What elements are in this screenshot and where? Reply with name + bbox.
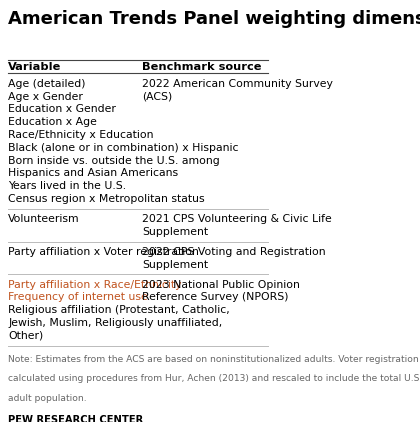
Text: Volunteerism: Volunteerism [8, 214, 80, 224]
Text: 2023 National Public Opinion: 2023 National Public Opinion [142, 279, 300, 289]
Text: Religious affiliation (Protestant, Catholic,: Religious affiliation (Protestant, Catho… [8, 305, 230, 315]
Text: American Trends Panel weighting dimensions: American Trends Panel weighting dimensio… [8, 10, 420, 28]
Text: Supplement: Supplement [142, 227, 208, 237]
Text: Race/Ethnicity x Education: Race/Ethnicity x Education [8, 130, 154, 140]
Text: Education x Gender: Education x Gender [8, 104, 116, 114]
Text: 2021 CPS Volunteering & Civic Life: 2021 CPS Volunteering & Civic Life [142, 214, 332, 224]
Text: Reference Survey (NPORS): Reference Survey (NPORS) [142, 292, 289, 302]
Text: Party affiliation x Voter registration: Party affiliation x Voter registration [8, 247, 199, 257]
Text: Born inside vs. outside the U.S. among: Born inside vs. outside the U.S. among [8, 156, 220, 165]
Text: Variable: Variable [8, 62, 62, 72]
Text: (ACS): (ACS) [142, 92, 173, 102]
Text: Age (detailed): Age (detailed) [8, 79, 86, 89]
Text: adult population.: adult population. [8, 394, 87, 403]
Text: Supplement: Supplement [142, 260, 208, 270]
Text: calculated using procedures from Hur, Achen (2013) and rescaled to include the t: calculated using procedures from Hur, Ac… [8, 374, 420, 384]
Text: Note: Estimates from the ACS are based on noninstitutionalized adults. Voter reg: Note: Estimates from the ACS are based o… [8, 355, 420, 364]
Text: Benchmark source: Benchmark source [142, 62, 262, 72]
Text: 2022 American Community Survey: 2022 American Community Survey [142, 79, 333, 89]
Text: Census region x Metropolitan status: Census region x Metropolitan status [8, 194, 205, 204]
Text: Black (alone or in combination) x Hispanic: Black (alone or in combination) x Hispan… [8, 143, 239, 153]
Text: Years lived in the U.S.: Years lived in the U.S. [8, 181, 126, 191]
Text: Jewish, Muslim, Religiously unaffiliated,: Jewish, Muslim, Religiously unaffiliated… [8, 318, 223, 328]
Text: Frequency of internet use: Frequency of internet use [8, 292, 148, 302]
Text: 2022 CPS Voting and Registration: 2022 CPS Voting and Registration [142, 247, 326, 257]
Text: Hispanics and Asian Americans: Hispanics and Asian Americans [8, 168, 178, 179]
Text: Age x Gender: Age x Gender [8, 92, 83, 102]
Text: Other): Other) [8, 331, 44, 341]
Text: PEW RESEARCH CENTER: PEW RESEARCH CENTER [8, 415, 144, 422]
Text: Party affiliation x Race/Ethnicity: Party affiliation x Race/Ethnicity [8, 279, 182, 289]
Text: Education x Age: Education x Age [8, 117, 97, 127]
